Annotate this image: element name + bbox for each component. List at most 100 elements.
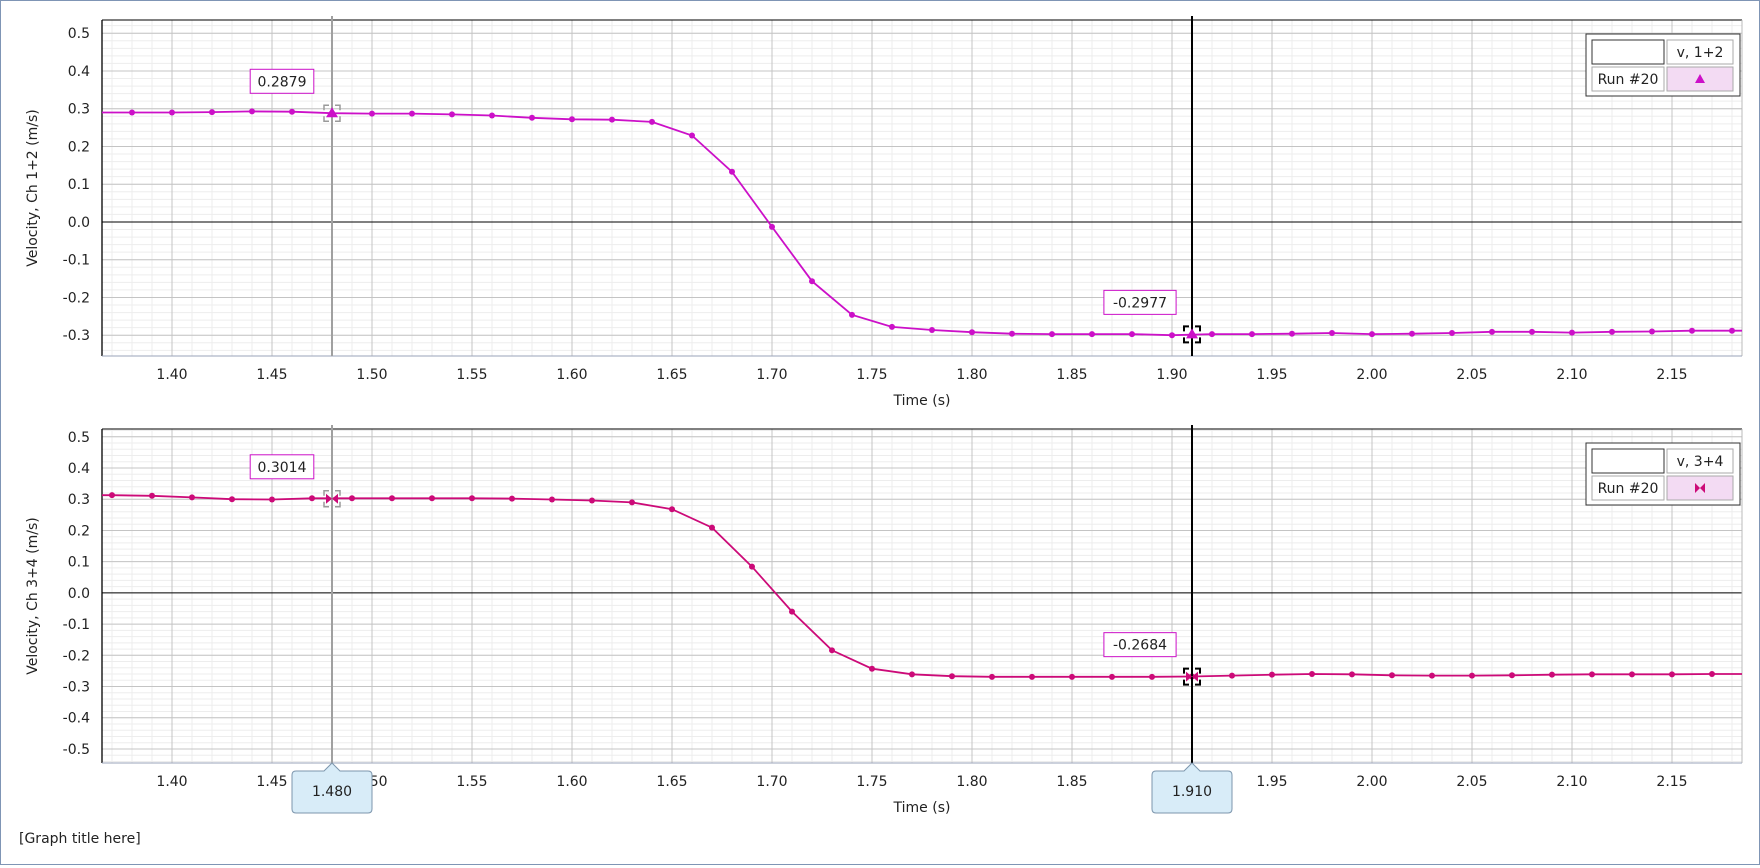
data-point	[1269, 671, 1275, 678]
data-point	[769, 223, 775, 230]
x-tick-label: 2.00	[1356, 367, 1387, 383]
data-point	[829, 647, 835, 654]
y-tick-label: 0.1	[68, 555, 90, 571]
x-tick-label: 2.05	[1456, 367, 1487, 383]
data-point	[1209, 331, 1215, 338]
data-point	[1369, 331, 1375, 338]
y-axis-title: Velocity, Ch 1+2 (m/s)	[25, 109, 41, 267]
x-tick-label: 1.85	[1056, 367, 1087, 383]
y-tick-label: 0.1	[68, 177, 90, 193]
y-tick-label: -0.2	[63, 648, 90, 664]
bracket-corners	[323, 490, 341, 508]
legend-run-cell	[1591, 475, 1665, 501]
data-point	[109, 492, 115, 499]
chart-2: 1.401.451.501.551.601.651.701.751.801.85…	[25, 425, 1755, 816]
data-point	[709, 524, 715, 531]
data-point	[789, 608, 795, 615]
data-point	[1549, 671, 1555, 678]
bowtie-icon	[1695, 483, 1705, 493]
x-tick-label: 1.70	[756, 774, 787, 790]
data-point	[509, 495, 515, 502]
y-tick-label: 0.0	[68, 215, 90, 231]
data-point	[1229, 672, 1235, 679]
data-point	[1689, 327, 1695, 334]
x-tick-label: 1.70	[756, 367, 787, 383]
y-tick-label: 0.4	[68, 461, 90, 477]
x-tick-label: 1.75	[856, 774, 887, 790]
y-tick-label: -0.1	[63, 617, 90, 633]
cursor-handle-shape[interactable]	[291, 762, 373, 814]
data-point	[1109, 673, 1115, 680]
data-point	[1569, 329, 1575, 336]
bowtie-marker	[326, 493, 338, 504]
y-tick-label: -0.3	[63, 680, 90, 696]
data-point	[809, 278, 815, 285]
data-point	[269, 496, 275, 503]
x-tick-label: 1.50	[356, 367, 387, 383]
graph-title[interactable]: [Graph title here]	[19, 831, 141, 847]
data-point	[689, 132, 695, 139]
y-tick-label: -0.1	[63, 253, 90, 269]
data-point	[1409, 330, 1415, 337]
bowtie-marker	[1186, 671, 1198, 682]
y-tick-label: -0.5	[63, 742, 90, 758]
x-axis-title: Time (s)	[893, 393, 951, 409]
x-axis-title: Time (s)	[893, 800, 951, 816]
data-point	[1129, 331, 1135, 338]
data-point	[489, 112, 495, 119]
x-tick-label: 1.55	[456, 367, 487, 383]
data-point	[589, 497, 595, 504]
plot-area	[102, 20, 1742, 356]
x-tick-label: 1.60	[556, 367, 587, 383]
triangle-icon	[1695, 74, 1705, 83]
data-point	[1089, 331, 1095, 338]
x-tick-label: 2.15	[1656, 774, 1687, 790]
readout-bracket	[323, 104, 341, 123]
x-tick-label: 2.10	[1556, 367, 1587, 383]
readout-bracket	[1183, 325, 1201, 344]
data-point	[1469, 672, 1475, 679]
cursor-handle-shape[interactable]	[1151, 762, 1233, 814]
grid	[102, 20, 1742, 356]
data-point	[1449, 329, 1455, 336]
legend-header-cell	[1666, 39, 1734, 65]
legend-header-cell	[1666, 448, 1734, 474]
data-point	[1709, 671, 1715, 678]
data-point	[1029, 673, 1035, 680]
data-point	[209, 109, 215, 116]
y-tick-label: 0.3	[68, 492, 90, 508]
bracket-corners	[323, 104, 341, 123]
legend-blank-cell	[1591, 39, 1665, 65]
cursor-handle-value: 1.480	[312, 784, 352, 800]
data-point	[749, 563, 755, 570]
x-tick-label: 1.40	[156, 774, 187, 790]
data-point	[1329, 329, 1335, 336]
legend-run-cell	[1591, 66, 1665, 92]
data-point	[1749, 671, 1755, 677]
readout-bracket	[323, 490, 341, 508]
data-point	[1309, 671, 1315, 678]
legend-header: v, 1+2	[1677, 45, 1724, 61]
x-tick-label: 1.45	[256, 367, 287, 383]
readout-box	[249, 68, 315, 94]
data-point	[1349, 671, 1355, 678]
y-tick-label: -0.3	[63, 328, 90, 344]
right-cursor-handle[interactable]: 1.910	[1151, 762, 1233, 814]
readout-box	[249, 454, 315, 480]
x-tick-label: 1.95	[1256, 774, 1287, 790]
data-point	[229, 496, 235, 503]
data-point	[929, 326, 935, 333]
data-point	[189, 494, 195, 501]
legend-header: v, 3+4	[1677, 454, 1724, 470]
data-point	[309, 495, 315, 502]
cursor-handle-value: 1.910	[1172, 784, 1212, 800]
data-point	[1649, 328, 1655, 335]
left-cursor-handle[interactable]: 1.480	[291, 762, 373, 814]
data-point	[529, 114, 535, 121]
data-point	[1489, 328, 1495, 335]
x-tick-label: 1.40	[156, 367, 187, 383]
x-tick-label: 2.05	[1456, 774, 1487, 790]
x-tick-label: 1.80	[956, 774, 987, 790]
x-tick-label: 1.95	[1256, 367, 1287, 383]
data-point	[669, 506, 675, 513]
